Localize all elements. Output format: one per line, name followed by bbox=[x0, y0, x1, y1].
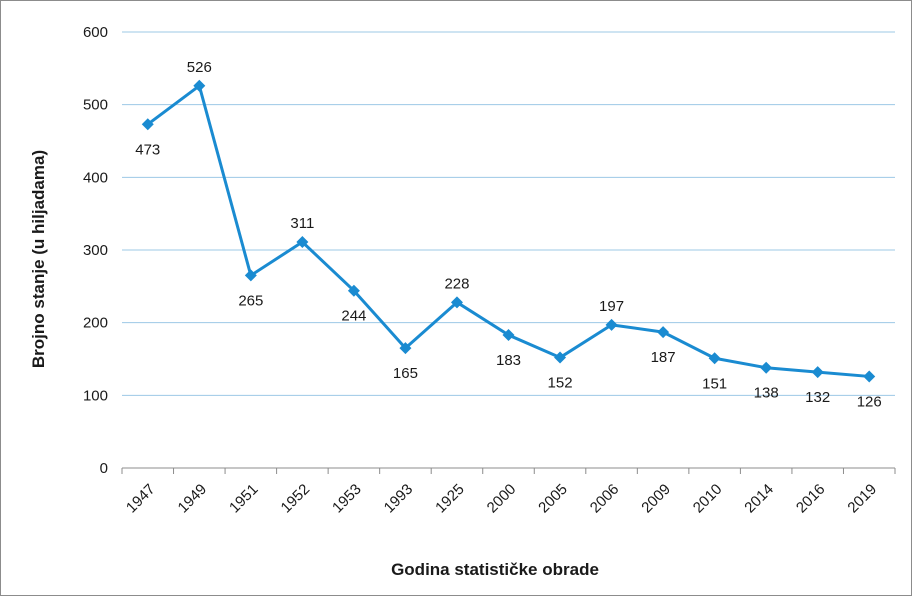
series-points bbox=[141, 79, 876, 383]
x-tick-label: 1993 bbox=[381, 481, 417, 517]
data-label: 526 bbox=[187, 59, 212, 76]
y-tick-label: 100 bbox=[83, 387, 108, 404]
x-tick-label: 2019 bbox=[844, 481, 880, 517]
x-tick-label: 2010 bbox=[690, 481, 726, 517]
x-tick-label: 1947 bbox=[123, 481, 159, 517]
x-axis-ticks: 1947 1949 1951 1952 1953 1993 1925 2000 2005 2006… bbox=[121, 468, 896, 517]
data-point-1953 bbox=[347, 284, 360, 297]
y-tick-label: 0 bbox=[100, 460, 108, 477]
x-tick-label: 1925 bbox=[432, 481, 468, 517]
data-label: 187 bbox=[651, 349, 676, 366]
x-tick-label: 2005 bbox=[535, 481, 571, 517]
x-tick-label: 2000 bbox=[484, 481, 520, 517]
data-point-1947 bbox=[141, 118, 154, 131]
data-label: 151 bbox=[702, 375, 727, 392]
data-label: 132 bbox=[805, 389, 830, 406]
data-label: 244 bbox=[341, 308, 366, 325]
x-tick-label: 2014 bbox=[741, 481, 777, 517]
data-label: 197 bbox=[599, 298, 624, 315]
data-label: 311 bbox=[290, 215, 314, 232]
data-point-2010 bbox=[708, 352, 721, 365]
data-point-2014 bbox=[760, 361, 773, 374]
x-tick-label: 2016 bbox=[793, 481, 829, 517]
data-label: 152 bbox=[548, 375, 573, 392]
data-label: 228 bbox=[444, 275, 469, 292]
x-tick-label: 1953 bbox=[329, 481, 365, 517]
y-tick-label: 400 bbox=[83, 169, 108, 186]
data-label: 473 bbox=[135, 141, 160, 158]
data-point-1949 bbox=[193, 79, 206, 92]
x-tick-label: 2006 bbox=[587, 481, 623, 517]
data-label: 138 bbox=[754, 385, 779, 402]
data-point-2009 bbox=[657, 326, 670, 339]
data-point-1925 bbox=[450, 296, 463, 309]
data-label: 265 bbox=[238, 292, 263, 309]
x-tick-label: 1952 bbox=[278, 481, 314, 517]
data-point-2000 bbox=[502, 329, 515, 342]
data-point-2016 bbox=[811, 366, 824, 379]
x-axis-title: Godina statističke obrade bbox=[391, 560, 599, 579]
data-point-1993 bbox=[399, 342, 412, 355]
gridlines bbox=[122, 31, 895, 469]
data-point-2006 bbox=[605, 318, 618, 331]
y-tick-label: 200 bbox=[83, 315, 108, 332]
y-tick-label: 600 bbox=[83, 24, 108, 41]
y-tick-label: 300 bbox=[83, 242, 108, 259]
y-axis-title: Brojno stanje (u hiljadama) bbox=[29, 150, 48, 368]
data-label: 126 bbox=[857, 393, 882, 410]
y-tick-label: 500 bbox=[83, 97, 108, 114]
data-point-2019 bbox=[863, 370, 876, 383]
data-label: 183 bbox=[496, 352, 521, 369]
data-point-1951 bbox=[244, 269, 257, 282]
y-axis-ticks: 0 100 200 300 400 500 600 bbox=[83, 24, 108, 477]
x-tick-label: 1951 bbox=[226, 481, 262, 517]
data-label: 165 bbox=[393, 365, 418, 382]
data-labels: 473 526 265 311 244 165 228 183 152 197 187 151 138 1… bbox=[135, 59, 881, 411]
data-point-1952 bbox=[296, 236, 309, 249]
x-tick-label: 2009 bbox=[638, 481, 674, 517]
x-tick-label: 1949 bbox=[175, 481, 211, 517]
data-point-2005 bbox=[554, 351, 567, 364]
